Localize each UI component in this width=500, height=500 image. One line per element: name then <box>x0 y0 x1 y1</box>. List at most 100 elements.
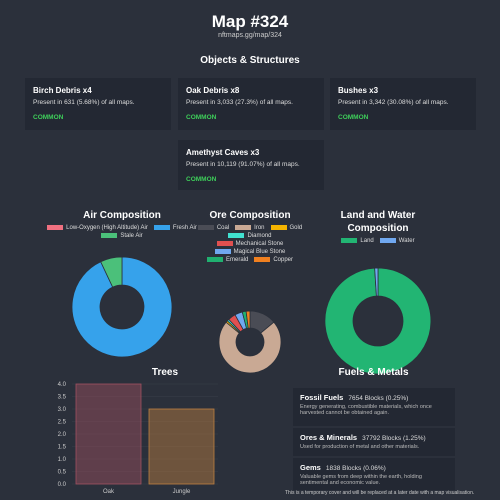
legend-swatch <box>206 257 223 263</box>
y-tick-label: 0.0 <box>58 482 67 488</box>
donut-slice <box>324 267 432 375</box>
legend-label: Diamond <box>247 233 272 240</box>
legend-swatch <box>379 238 396 243</box>
footer-note: This is a temporary cover and will be re… <box>285 490 475 496</box>
fuel-name: Fossil Fuels <box>300 393 344 402</box>
map-url: nftmaps.gg/map/324 <box>218 32 282 39</box>
object-card: Amethyst Caves x3 Present in 10,119 (91.… <box>178 140 324 190</box>
y-tick-label: 2.5 <box>58 420 67 426</box>
legend-label: Coal <box>216 225 230 232</box>
legend-item: Magical Blue Stone <box>214 249 286 256</box>
legend-label: Gold <box>289 225 303 232</box>
legend-swatch <box>101 233 118 239</box>
legend-item: Fresh Air <box>153 225 197 232</box>
y-tick-label: 3.5 <box>58 395 67 401</box>
chart-title: Air Composition <box>83 210 161 221</box>
object-presence: Present in 3,033 (27.3%) of all maps. <box>186 99 293 106</box>
legend-item: Diamond <box>228 233 272 240</box>
fuel-amount: 7654 Blocks (0.25%) <box>348 395 409 402</box>
fuel-description: Energy generating, combustible materials… <box>300 404 432 416</box>
legend-swatch <box>235 225 252 230</box>
legend-swatch <box>197 225 214 230</box>
legend-item: Iron <box>235 225 265 232</box>
chart-title: Trees <box>151 367 179 378</box>
legend-label: Iron <box>254 225 265 232</box>
section-title: Objects & Structures <box>200 55 300 66</box>
donut-chart <box>218 310 282 374</box>
legend-swatch <box>341 238 358 243</box>
legend-swatch <box>228 233 245 239</box>
legend-item: Gold <box>270 225 303 232</box>
object-rarity: COMMON <box>186 114 217 121</box>
object-name: Amethyst Caves x3 <box>186 148 260 157</box>
object-rarity: COMMON <box>338 114 369 121</box>
fuel-item: Ores & Minerals 37792 Blocks (1.25%) Used… <box>293 428 455 456</box>
object-presence: Present in 631 (5.68%) of all maps. <box>33 99 135 106</box>
legend-item: Coal <box>197 225 230 232</box>
donut-slice <box>218 321 282 374</box>
bar <box>148 408 215 485</box>
legend-label: Low-Oxygen (High Altitude) Air <box>66 225 148 232</box>
y-tick-label: 2.0 <box>58 432 67 438</box>
donut-slice <box>245 310 251 329</box>
legend: Coal Iron Gold Diamond Mechanical Stone Magic… <box>195 225 305 263</box>
bar-chart: 0.0 0.5 1.0 1.5 2.0 2.5 3.0 3.5 4.0 Oak Jungle <box>58 382 218 495</box>
bar <box>75 383 142 485</box>
object-name: Oak Debris x8 <box>186 86 240 95</box>
legend-item: Emerald <box>206 257 249 264</box>
object-presence: Present in 10,119 (91.07%) of all maps. <box>186 161 300 168</box>
donut-slice <box>100 256 123 288</box>
fuel-item: Fossil Fuels 7654 Blocks (0.25%) Energy g… <box>293 388 455 426</box>
fuel-description: Used for production of metal and other m… <box>300 444 420 450</box>
object-card: Oak Debris x8 Present in 3,033 (27.3%) o… <box>178 78 324 130</box>
object-card: Bushes x3 Present in 3,342 (30.08%) of a… <box>330 78 476 130</box>
legend-label: Stale Air <box>120 233 143 240</box>
y-tick-label: 1.5 <box>58 445 67 451</box>
chart-panel: Air Composition Low-Oxygen (High Altitude… <box>22 209 222 359</box>
fuel-name: Ores & Minerals <box>300 433 358 442</box>
donut-slice <box>71 256 173 358</box>
legend-label: Emerald <box>225 257 249 264</box>
legend-swatch <box>47 225 64 230</box>
donut-chart <box>71 256 173 358</box>
legend-item: Low-Oxygen (High Altitude) Air <box>47 225 148 231</box>
legend-swatch <box>216 241 233 247</box>
y-tick-label: 4.0 <box>58 382 67 388</box>
legend-swatch <box>214 249 231 255</box>
map-title: Map #324 <box>211 12 289 31</box>
chart-title: Ore Composition <box>209 210 291 221</box>
object-name: Bushes x3 <box>338 86 379 95</box>
legend-swatch <box>270 225 287 230</box>
x-tick-label: Oak <box>103 489 115 495</box>
legend-label: Land <box>360 238 374 245</box>
legend-label: Water <box>398 238 415 245</box>
object-rarity: COMMON <box>186 176 217 183</box>
legend-item: Land <box>341 238 374 245</box>
chart-panel: Land and Water Composition Land Water <box>318 209 438 375</box>
legend-item: Mechanical Stone <box>216 241 284 248</box>
legend-item: Water <box>379 238 415 245</box>
y-tick-label: 1.0 <box>58 457 67 463</box>
legend-swatch <box>254 257 271 263</box>
legend-label: Copper <box>273 257 294 264</box>
section-title: Fuels & Metals <box>338 367 409 378</box>
object-rarity: COMMON <box>33 114 64 121</box>
legend-label: Mechanical Stone <box>235 241 284 248</box>
object-name: Birch Debris x4 <box>33 86 92 95</box>
legend-label: Magical Blue Stone <box>233 249 286 256</box>
y-tick-label: 0.5 <box>58 470 67 476</box>
fuel-name: Gems <box>300 463 321 472</box>
fuel-item: Gems 1838 Blocks (0.06%) Valuable gems fr… <box>293 458 455 490</box>
y-tick-label: 3.0 <box>58 407 67 413</box>
legend-label: Fresh Air <box>172 225 197 232</box>
fuel-amount: 1838 Blocks (0.06%) <box>325 465 386 472</box>
fuel-amount: 37792 Blocks (1.25%) <box>362 435 426 442</box>
chart-title: Land and Water Composition <box>340 210 416 234</box>
legend-item: Copper <box>254 257 293 263</box>
chart-panel: Ore Composition Coal Iron Gold Diamond Mechan… <box>185 209 315 374</box>
x-tick-label: Jungle <box>173 489 191 495</box>
object-presence: Present in 3,342 (30.08%) of all maps. <box>338 99 449 106</box>
object-card: Birch Debris x4 Present in 631 (5.68%) o… <box>25 78 171 130</box>
legend-item: Stale Air <box>101 233 143 240</box>
